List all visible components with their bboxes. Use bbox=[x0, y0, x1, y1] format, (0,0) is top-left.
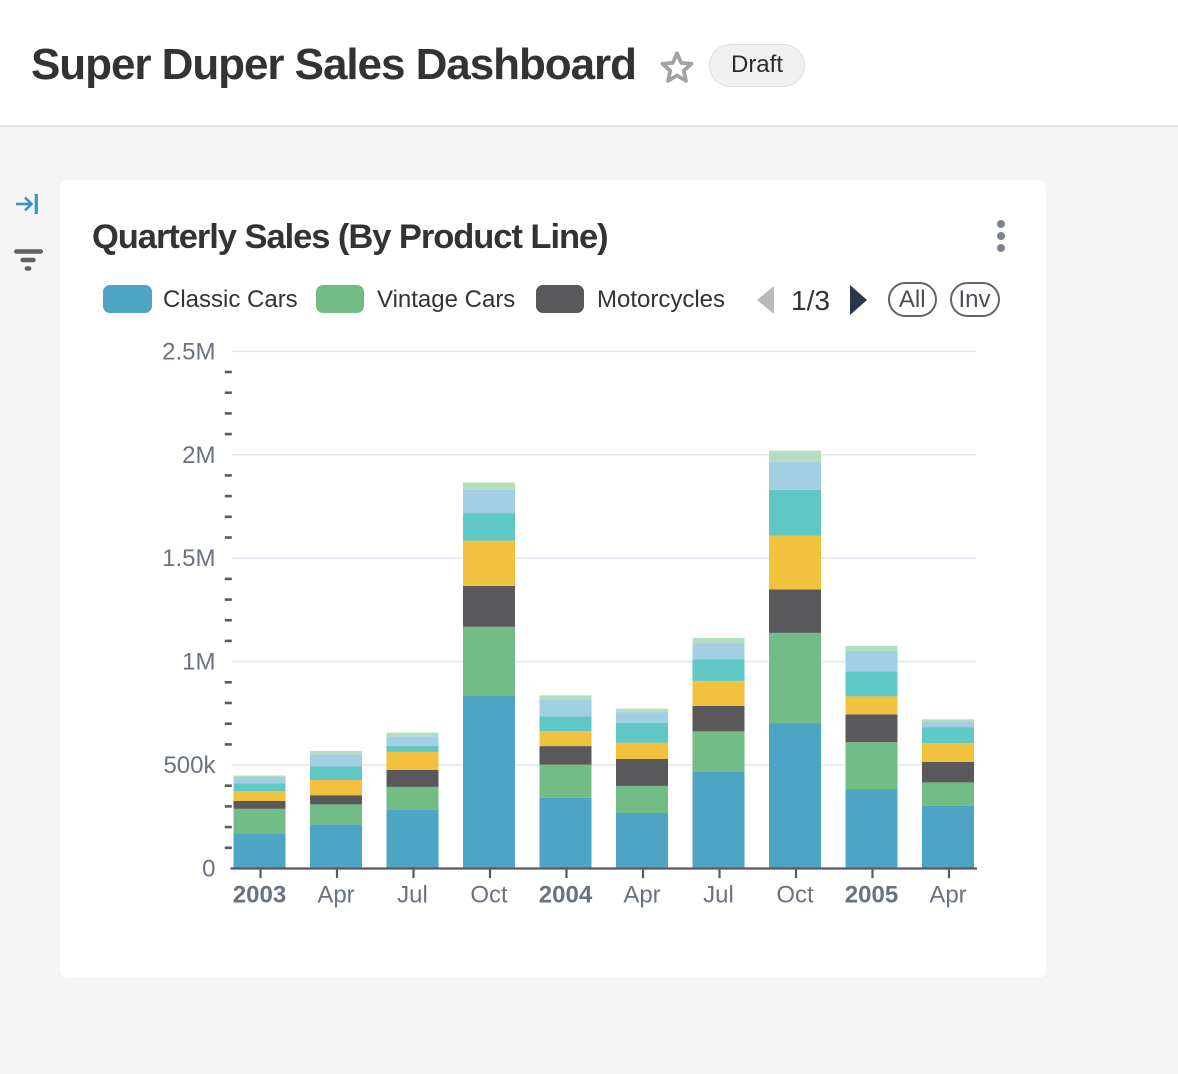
svg-text:Apr: Apr bbox=[317, 882, 354, 909]
svg-text:0: 0 bbox=[202, 856, 215, 883]
svg-text:1.5M: 1.5M bbox=[162, 545, 215, 572]
svg-text:Oct: Oct bbox=[776, 882, 814, 909]
svg-text:2M: 2M bbox=[182, 442, 215, 469]
svg-text:2005: 2005 bbox=[845, 882, 898, 909]
svg-text:Jul: Jul bbox=[397, 882, 428, 909]
svg-text:2004: 2004 bbox=[539, 882, 593, 909]
svg-text:2.5M: 2.5M bbox=[162, 338, 215, 365]
svg-text:Oct: Oct bbox=[470, 882, 508, 909]
svg-text:500k: 500k bbox=[163, 752, 216, 779]
svg-text:Jul: Jul bbox=[703, 882, 734, 909]
svg-text:2003: 2003 bbox=[233, 882, 286, 909]
svg-text:Apr: Apr bbox=[929, 882, 966, 909]
svg-text:Apr: Apr bbox=[623, 882, 660, 909]
svg-text:1M: 1M bbox=[182, 649, 215, 676]
